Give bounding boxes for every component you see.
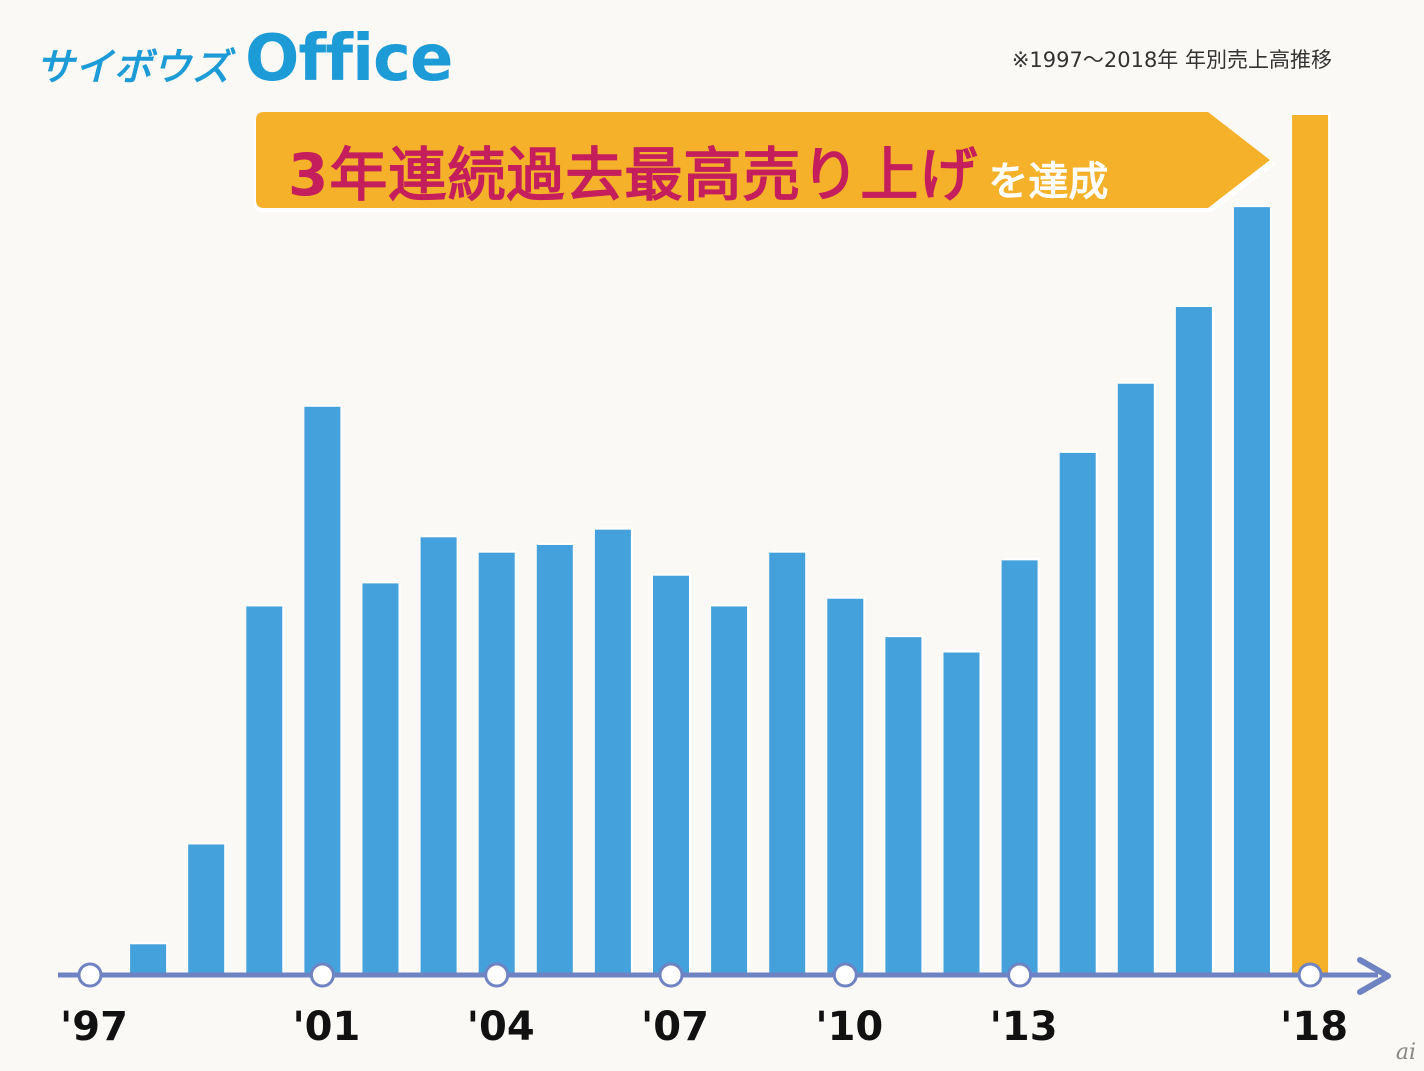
banner-sub-text: を達成	[988, 159, 1109, 205]
tick-label-2010: '10	[815, 1004, 883, 1050]
tick-marker-1997	[77, 962, 103, 988]
bar-2001	[304, 406, 341, 975]
banner-main-text: 3年連続過去最高売り上げ	[288, 141, 979, 209]
cybozu-office-logo: サイボウズ Office	[36, 22, 453, 96]
bar-2005	[536, 545, 573, 975]
bar-2006	[594, 529, 631, 975]
bar-2018	[1292, 115, 1329, 975]
bar-2014	[1059, 452, 1096, 975]
banner-arrow-shape	[254, 112, 1276, 212]
tick-marker-2010	[832, 962, 858, 988]
bar-2002	[362, 583, 399, 975]
x-axis-arrow-icon	[1357, 957, 1391, 995]
x-axis-ticks: '97 '01 '04 '07 '10 '13 '18	[60, 962, 1348, 1050]
tick-label-2004: '04	[467, 1004, 535, 1050]
bar-2007	[653, 575, 689, 975]
bar-2010	[827, 598, 864, 975]
bar-2015	[1117, 383, 1154, 975]
bar-2017	[1234, 207, 1270, 976]
bar-2013	[1001, 560, 1038, 975]
logo-word: Office	[245, 22, 453, 96]
bar-2008	[711, 606, 748, 975]
bars-group	[130, 113, 1331, 976]
tick-marker-2018	[1297, 962, 1323, 988]
bar-2003	[420, 537, 457, 975]
tick-label-1997: '97	[60, 1004, 128, 1050]
x-axis	[58, 957, 1391, 995]
chart-subtitle: ※1997〜2018年 年別売上高推移	[1011, 48, 1332, 72]
tick-marker-2004	[484, 962, 510, 988]
tick-label-2001: '01	[292, 1004, 360, 1050]
bar-1998	[130, 944, 167, 975]
bar-1999	[188, 844, 225, 975]
bar-2016	[1175, 306, 1212, 975]
logo-kana: サイボウズ	[36, 45, 232, 89]
tick-label-2018: '18	[1280, 1004, 1348, 1050]
watermark: ai	[1395, 1040, 1416, 1065]
bar-2004	[478, 552, 515, 975]
record-sales-banner: 3年連続過去最高売り上げ を達成	[252, 110, 1282, 218]
bar-2012	[943, 652, 980, 975]
bar-2000	[246, 606, 283, 975]
bar-2011	[885, 637, 922, 975]
tick-label-2007: '07	[641, 1004, 709, 1050]
tick-marker-2001	[309, 962, 335, 988]
tick-marker-2007	[658, 962, 684, 988]
bar-2009	[769, 552, 806, 975]
tick-label-2013: '13	[990, 1004, 1058, 1050]
tick-marker-2013	[1007, 962, 1033, 988]
